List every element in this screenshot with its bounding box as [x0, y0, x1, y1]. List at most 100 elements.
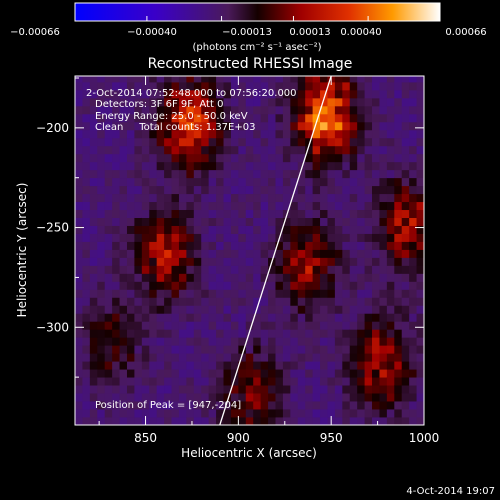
heatmap-cell — [394, 217, 403, 226]
heatmap-cell — [297, 401, 306, 410]
heatmap-cell — [164, 209, 172, 218]
heatmap-cell — [364, 169, 373, 179]
heatmap-cell — [178, 177, 187, 187]
heatmap-cell — [312, 193, 321, 203]
heatmap-cell — [134, 393, 143, 402]
heatmap-cell — [260, 257, 269, 266]
heatmap-cell — [75, 113, 83, 123]
heatmap-cell — [164, 97, 172, 107]
heatmap-cell — [178, 241, 187, 250]
heatmap-cell — [394, 369, 403, 378]
heatmap-cell — [305, 393, 314, 402]
heatmap-cell — [216, 377, 224, 386]
heatmap-cell — [126, 289, 135, 298]
heatmap-cell — [260, 129, 269, 139]
heatmap-cell — [141, 193, 150, 203]
heatmap-cell — [275, 81, 284, 91]
heatmap-cell — [409, 209, 417, 218]
heatmap-cell — [230, 121, 239, 131]
heatmap-cell — [275, 177, 284, 187]
heatmap-cell — [216, 273, 224, 282]
heatmap-cell — [97, 81, 106, 91]
heatmap-cell — [75, 385, 83, 394]
heatmap-cell — [401, 345, 410, 354]
heatmap-cell — [119, 369, 128, 378]
heatmap-cell — [193, 233, 202, 242]
heatmap-cell — [394, 153, 403, 163]
heatmap-cell — [379, 369, 388, 378]
heatmap-cell — [349, 377, 358, 386]
heatmap-cell — [201, 361, 210, 370]
heatmap-cell — [97, 105, 106, 115]
heatmap-cell — [357, 265, 365, 274]
heatmap-cell — [171, 81, 180, 91]
heatmap-cell — [268, 265, 276, 274]
heatmap-cell — [409, 185, 417, 195]
heatmap-cell — [149, 161, 158, 171]
heatmap-cell — [245, 337, 254, 346]
heatmap-cell — [379, 321, 388, 330]
heatmap-cell — [305, 225, 314, 234]
heatmap-cell — [364, 297, 373, 306]
heatmap-cell — [327, 249, 336, 258]
heatmap-cell — [409, 417, 417, 425]
heatmap-cell — [305, 137, 314, 147]
heatmap-cell — [401, 137, 410, 147]
heatmap-cell — [409, 369, 417, 378]
heatmap-cell — [394, 289, 403, 298]
heatmap-cell — [260, 97, 269, 107]
heatmap-cell — [216, 209, 224, 218]
heatmap-cell — [394, 113, 403, 123]
heatmap-cell — [253, 297, 262, 306]
heatmap-cell — [357, 209, 365, 218]
heatmap-cell — [186, 289, 195, 298]
heatmap-cell — [126, 129, 135, 139]
heatmap-cell — [379, 377, 388, 386]
heatmap-cell — [193, 329, 202, 338]
heatmap-cell — [104, 249, 113, 258]
colorbar-tick-labels: −0.00066 −0.00040 −0.00013 0.00013 0.00040 0.… — [10, 27, 487, 38]
heatmap-cell — [320, 201, 328, 211]
heatmap-cell — [75, 361, 83, 370]
heatmap-cell — [201, 81, 210, 91]
heatmap-cell — [297, 361, 306, 370]
heatmap-cell — [164, 401, 172, 410]
heatmap-cell — [320, 169, 328, 179]
heatmap-cell — [416, 193, 424, 203]
heatmap-cell — [409, 76, 417, 83]
heatmap-cell — [119, 201, 128, 211]
heatmap-cell — [334, 401, 343, 410]
heatmap-cell — [134, 97, 143, 107]
heatmap-cell — [208, 401, 217, 410]
heatmap-cell — [379, 385, 388, 394]
heatmap-cell — [409, 137, 417, 147]
heatmap-cell — [141, 385, 150, 394]
heatmap-cell — [386, 97, 395, 107]
heatmap-cell — [238, 345, 247, 354]
heatmap-cell — [171, 113, 180, 123]
peak-position-label: Position of Peak = [947,-204] — [95, 400, 241, 411]
heatmap-cell — [386, 177, 395, 187]
heatmap-cell — [305, 337, 314, 346]
heatmap-cell — [164, 113, 172, 123]
heatmap-cell — [156, 313, 165, 322]
heatmap-cell — [89, 201, 98, 211]
heatmap-cell — [134, 177, 143, 187]
heatmap-cell — [178, 265, 187, 274]
heatmap-cell — [282, 233, 291, 242]
heatmap-cell — [290, 97, 299, 107]
heatmap-cell — [305, 281, 314, 290]
heatmap-cell — [282, 265, 291, 274]
heatmap-cell — [275, 249, 284, 258]
heatmap-cell — [171, 313, 180, 322]
heatmap-cell — [282, 305, 291, 314]
heatmap-cell — [208, 353, 217, 362]
heatmap-cell — [372, 361, 380, 370]
heatmap-cell — [89, 185, 98, 195]
heatmap-cell — [297, 249, 306, 258]
heatmap-cell — [394, 321, 403, 330]
heatmap-cell — [334, 121, 343, 131]
heatmap-cell — [75, 209, 83, 218]
heatmap-cell — [164, 393, 172, 402]
heatmap-cell — [126, 169, 135, 179]
